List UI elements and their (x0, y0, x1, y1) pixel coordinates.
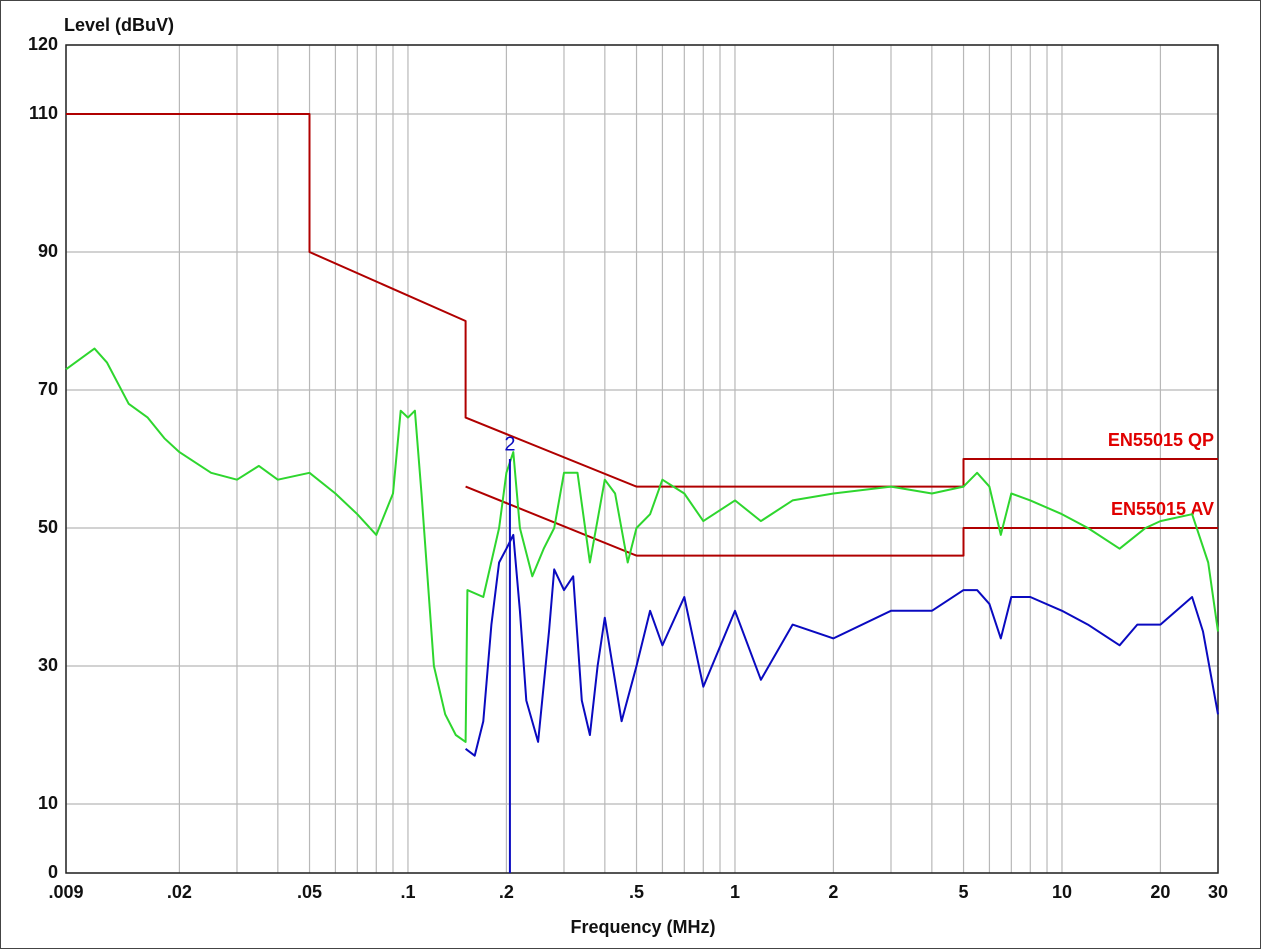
x-tick-label: 10 (1052, 882, 1072, 902)
y-axis-label: Level (dBuV) (64, 15, 174, 35)
y-tick-label: 0 (48, 862, 58, 882)
series-label: EN55015 AV (1111, 499, 1214, 519)
y-tick-label: 90 (38, 241, 58, 261)
x-tick-label: .5 (629, 882, 644, 902)
y-tick-label: 70 (38, 379, 58, 399)
series-line (65, 347, 1219, 743)
y-tick-label: 50 (38, 517, 58, 537)
x-tick-label: 20 (1150, 882, 1170, 902)
series-label: EN55015 QP (1108, 430, 1214, 450)
y-tick-label: 10 (38, 793, 58, 813)
x-tick-label: .05 (297, 882, 322, 902)
series-line (465, 485, 1218, 557)
marker-label: 2 (504, 433, 515, 455)
x-tick-label: .1 (400, 882, 415, 902)
series-line (66, 113, 1218, 488)
y-tick-label: 30 (38, 655, 58, 675)
x-tick-label: 1 (730, 882, 740, 902)
series-line (464, 533, 1219, 757)
x-tick-label: .02 (167, 882, 192, 902)
x-axis-label: Frequency (MHz) (570, 917, 715, 937)
x-tick-label: .2 (499, 882, 514, 902)
x-tick-label: 2 (828, 882, 838, 902)
y-tick-label: 110 (29, 103, 58, 123)
x-tick-label: .009 (48, 882, 83, 902)
x-tick-label: 5 (959, 882, 969, 902)
x-tick-label: 30 (1208, 882, 1228, 902)
y-tick-label: 120 (28, 34, 58, 54)
